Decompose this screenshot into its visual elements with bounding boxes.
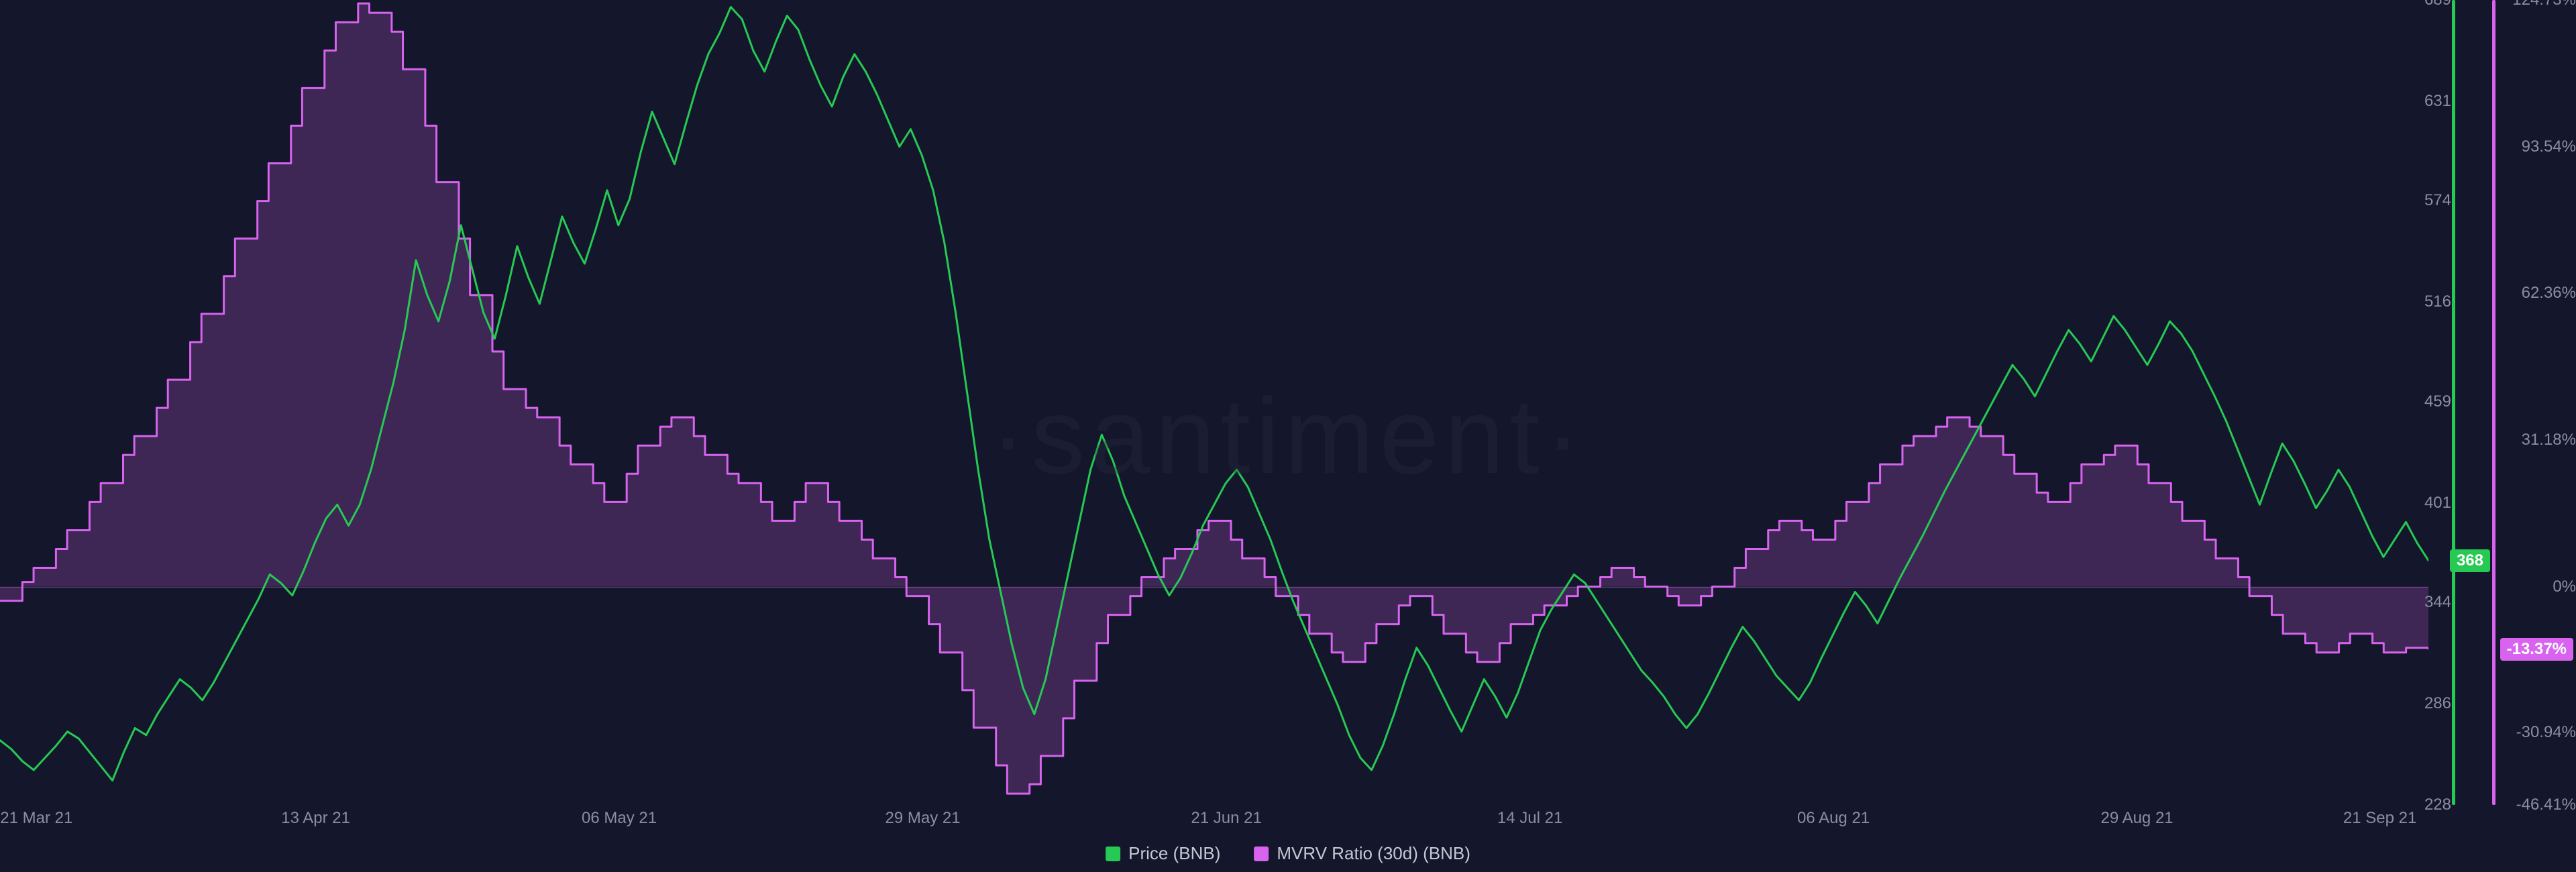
price-current-badge: 368 <box>2450 549 2490 572</box>
legend-swatch-mvrv <box>1254 847 1269 861</box>
chart-container: ·santiment· 21 Mar 2113 Apr 2106 May 212… <box>0 0 2576 872</box>
x-axis-label: 13 Apr 21 <box>281 809 350 828</box>
legend-item-price[interactable]: Price (BNB) <box>1106 843 1220 864</box>
y-axis-mvrv-bar <box>2492 0 2496 805</box>
y-axis-price-label: 689 <box>2411 0 2451 9</box>
legend: Price (BNB) MVRV Ratio (30d) (BNB) <box>1106 843 1470 864</box>
y-axis-price-label: 401 <box>2411 494 2451 512</box>
y-axis-mvrv-label: 0% <box>2509 578 2576 596</box>
legend-swatch-price <box>1106 847 1120 861</box>
y-axis-mvrv: 124.73%93.54%62.36%31.18%0%-30.94%-46.41… <box>2509 0 2576 805</box>
chart-plot-area[interactable] <box>0 0 2428 805</box>
y-axis-price-label: 344 <box>2411 593 2451 612</box>
x-axis-label: 21 Mar 21 <box>0 809 72 828</box>
y-axis-mvrv-label: -30.94% <box>2509 723 2576 742</box>
x-axis-label: 29 Aug 21 <box>2101 809 2174 828</box>
mvrv-current-badge: -13.37% <box>2500 638 2573 661</box>
y-axis-price-label: 228 <box>2411 796 2451 814</box>
legend-item-mvrv[interactable]: MVRV Ratio (30d) (BNB) <box>1254 843 1470 864</box>
x-axis-label: 21 Jun 21 <box>1191 809 1261 828</box>
y-axis-price-label: 574 <box>2411 191 2451 210</box>
y-axis-price: 689631574516459401344286228 <box>2411 0 2451 805</box>
mvrv-current-value: -13.37% <box>2507 640 2567 658</box>
x-axis-label: 06 May 21 <box>582 809 657 828</box>
x-axis-label: 29 May 21 <box>885 809 961 828</box>
y-axis-price-label: 459 <box>2411 392 2451 411</box>
y-axis-mvrv-label: 93.54% <box>2509 138 2576 156</box>
legend-label-price: Price (BNB) <box>1128 843 1220 864</box>
x-axis-label: 14 Jul 21 <box>1497 809 1562 828</box>
y-axis-price-label: 286 <box>2411 694 2451 713</box>
x-axis: 21 Mar 21 13 Apr 21 06 May 21 29 May 21 21 J… <box>0 809 2428 828</box>
y-axis-mvrv-label: 124.73% <box>2509 0 2576 9</box>
y-axis-mvrv-label: -46.41% <box>2509 796 2576 814</box>
mvrv-area-fill <box>0 3 2428 794</box>
y-axis-mvrv-label: 62.36% <box>2509 284 2576 303</box>
y-axis-price-bar <box>2452 0 2455 805</box>
legend-label-mvrv: MVRV Ratio (30d) (BNB) <box>1277 843 1470 864</box>
x-axis-label: 06 Aug 21 <box>1797 809 1870 828</box>
y-axis-price-label: 631 <box>2411 92 2451 111</box>
x-axis-label: 21 Sep 21 <box>2343 809 2416 828</box>
price-current-value: 368 <box>2457 551 2483 569</box>
y-axis-price-label: 516 <box>2411 292 2451 311</box>
y-axis-mvrv-label: 31.18% <box>2509 431 2576 449</box>
zero-baseline <box>0 587 2428 588</box>
